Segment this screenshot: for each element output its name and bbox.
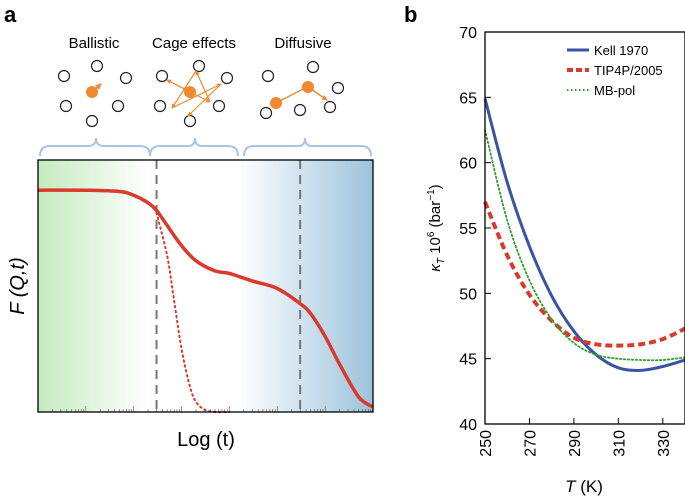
regime-label-diffusive: Diffusive: [274, 35, 331, 52]
legend: Kell 1970 TIP4P/2005 MB-pol: [567, 43, 663, 98]
panel-b-ylabel: κT 106 (bar−1): [426, 184, 447, 271]
particle-tracer: [302, 81, 314, 93]
panel-b-xlabel: T (K): [565, 477, 603, 496]
brace-cage: [149, 137, 239, 157]
particle-open: [59, 99, 73, 113]
legend-label-mbpol: MB-pol: [594, 83, 635, 98]
particle-open: [119, 71, 133, 85]
series-line-1: [483, 201, 685, 348]
panel-b-label: b: [404, 2, 417, 27]
particle-open: [85, 114, 99, 128]
panel-a: a Ballistic Cage effects Diffusive: [4, 2, 375, 451]
particle-open: [212, 99, 226, 113]
y-tick-label: 60: [459, 156, 477, 173]
y-tick-label: 45: [459, 352, 477, 369]
legend-label-kell: Kell 1970: [594, 43, 648, 58]
regime-label-ballistic: Ballistic: [69, 35, 120, 52]
particle-open: [293, 103, 307, 117]
y-tick-label: 65: [459, 90, 477, 107]
regime-braces: [39, 137, 372, 157]
x-tick-label: 250: [478, 430, 495, 457]
panel-a-xlabel: Log (t): [177, 429, 235, 451]
x-tick-label: 270: [522, 430, 539, 457]
particle-open: [261, 69, 275, 83]
panel-b-axes: 40 45 50 55 60 65 70 250 270 290 310 330: [459, 25, 673, 457]
regime-dividers: [155, 160, 302, 412]
particle-open: [153, 99, 167, 113]
particle-open: [90, 59, 104, 73]
particle-open: [155, 69, 169, 83]
particle-open: [306, 60, 320, 74]
panel-a-frame: [37, 159, 374, 413]
series-line-2: [484, 129, 685, 362]
panel-b-frame: [484, 31, 685, 425]
velocity-arrow: [91, 83, 102, 93]
particle-tracer: [270, 97, 282, 109]
ballistic-illustration: [57, 59, 133, 128]
bg-diffusive-region: [238, 160, 373, 412]
ballistic-decay-curve: [155, 211, 231, 414]
y-tick-label: 70: [459, 25, 477, 42]
particle-open: [323, 100, 337, 114]
particle-open: [220, 71, 234, 85]
brace-ballistic: [39, 137, 151, 157]
x-tick-label: 310: [611, 430, 628, 457]
panel-a-label: a: [4, 2, 17, 27]
fqt-curves: [37, 188, 375, 414]
series-line-0: [483, 98, 685, 372]
panel-b-curves: [483, 98, 685, 372]
particle-open: [331, 81, 345, 95]
particle-open: [57, 69, 71, 83]
x-tick-label: 330: [656, 430, 673, 457]
y-tick-label: 50: [459, 286, 477, 303]
particle-tracer: [184, 86, 196, 98]
fqt-curve: [37, 188, 375, 409]
regime-label-cage: Cage effects: [152, 35, 236, 52]
particle-open: [183, 114, 197, 128]
y-tick-label: 40: [459, 417, 477, 434]
x-tick-label: 290: [567, 430, 584, 457]
particle-open: [192, 59, 206, 73]
brace-diffusive: [243, 137, 372, 157]
cage-illustration: [153, 59, 234, 128]
diffusive-illustration: [259, 60, 345, 120]
bg-ballistic-region: [38, 160, 150, 412]
legend-label-tip4p: TIP4P/2005: [594, 63, 663, 78]
y-tick-label: 55: [459, 221, 477, 238]
panel-a-ylabel: F (Q,t): [7, 257, 29, 314]
particle-open: [259, 106, 273, 120]
particle-open: [111, 99, 125, 113]
panel-b: b 40 45 50 55 60 65 70 250 270 290 310 330 Kell 197…: [404, 2, 685, 496]
